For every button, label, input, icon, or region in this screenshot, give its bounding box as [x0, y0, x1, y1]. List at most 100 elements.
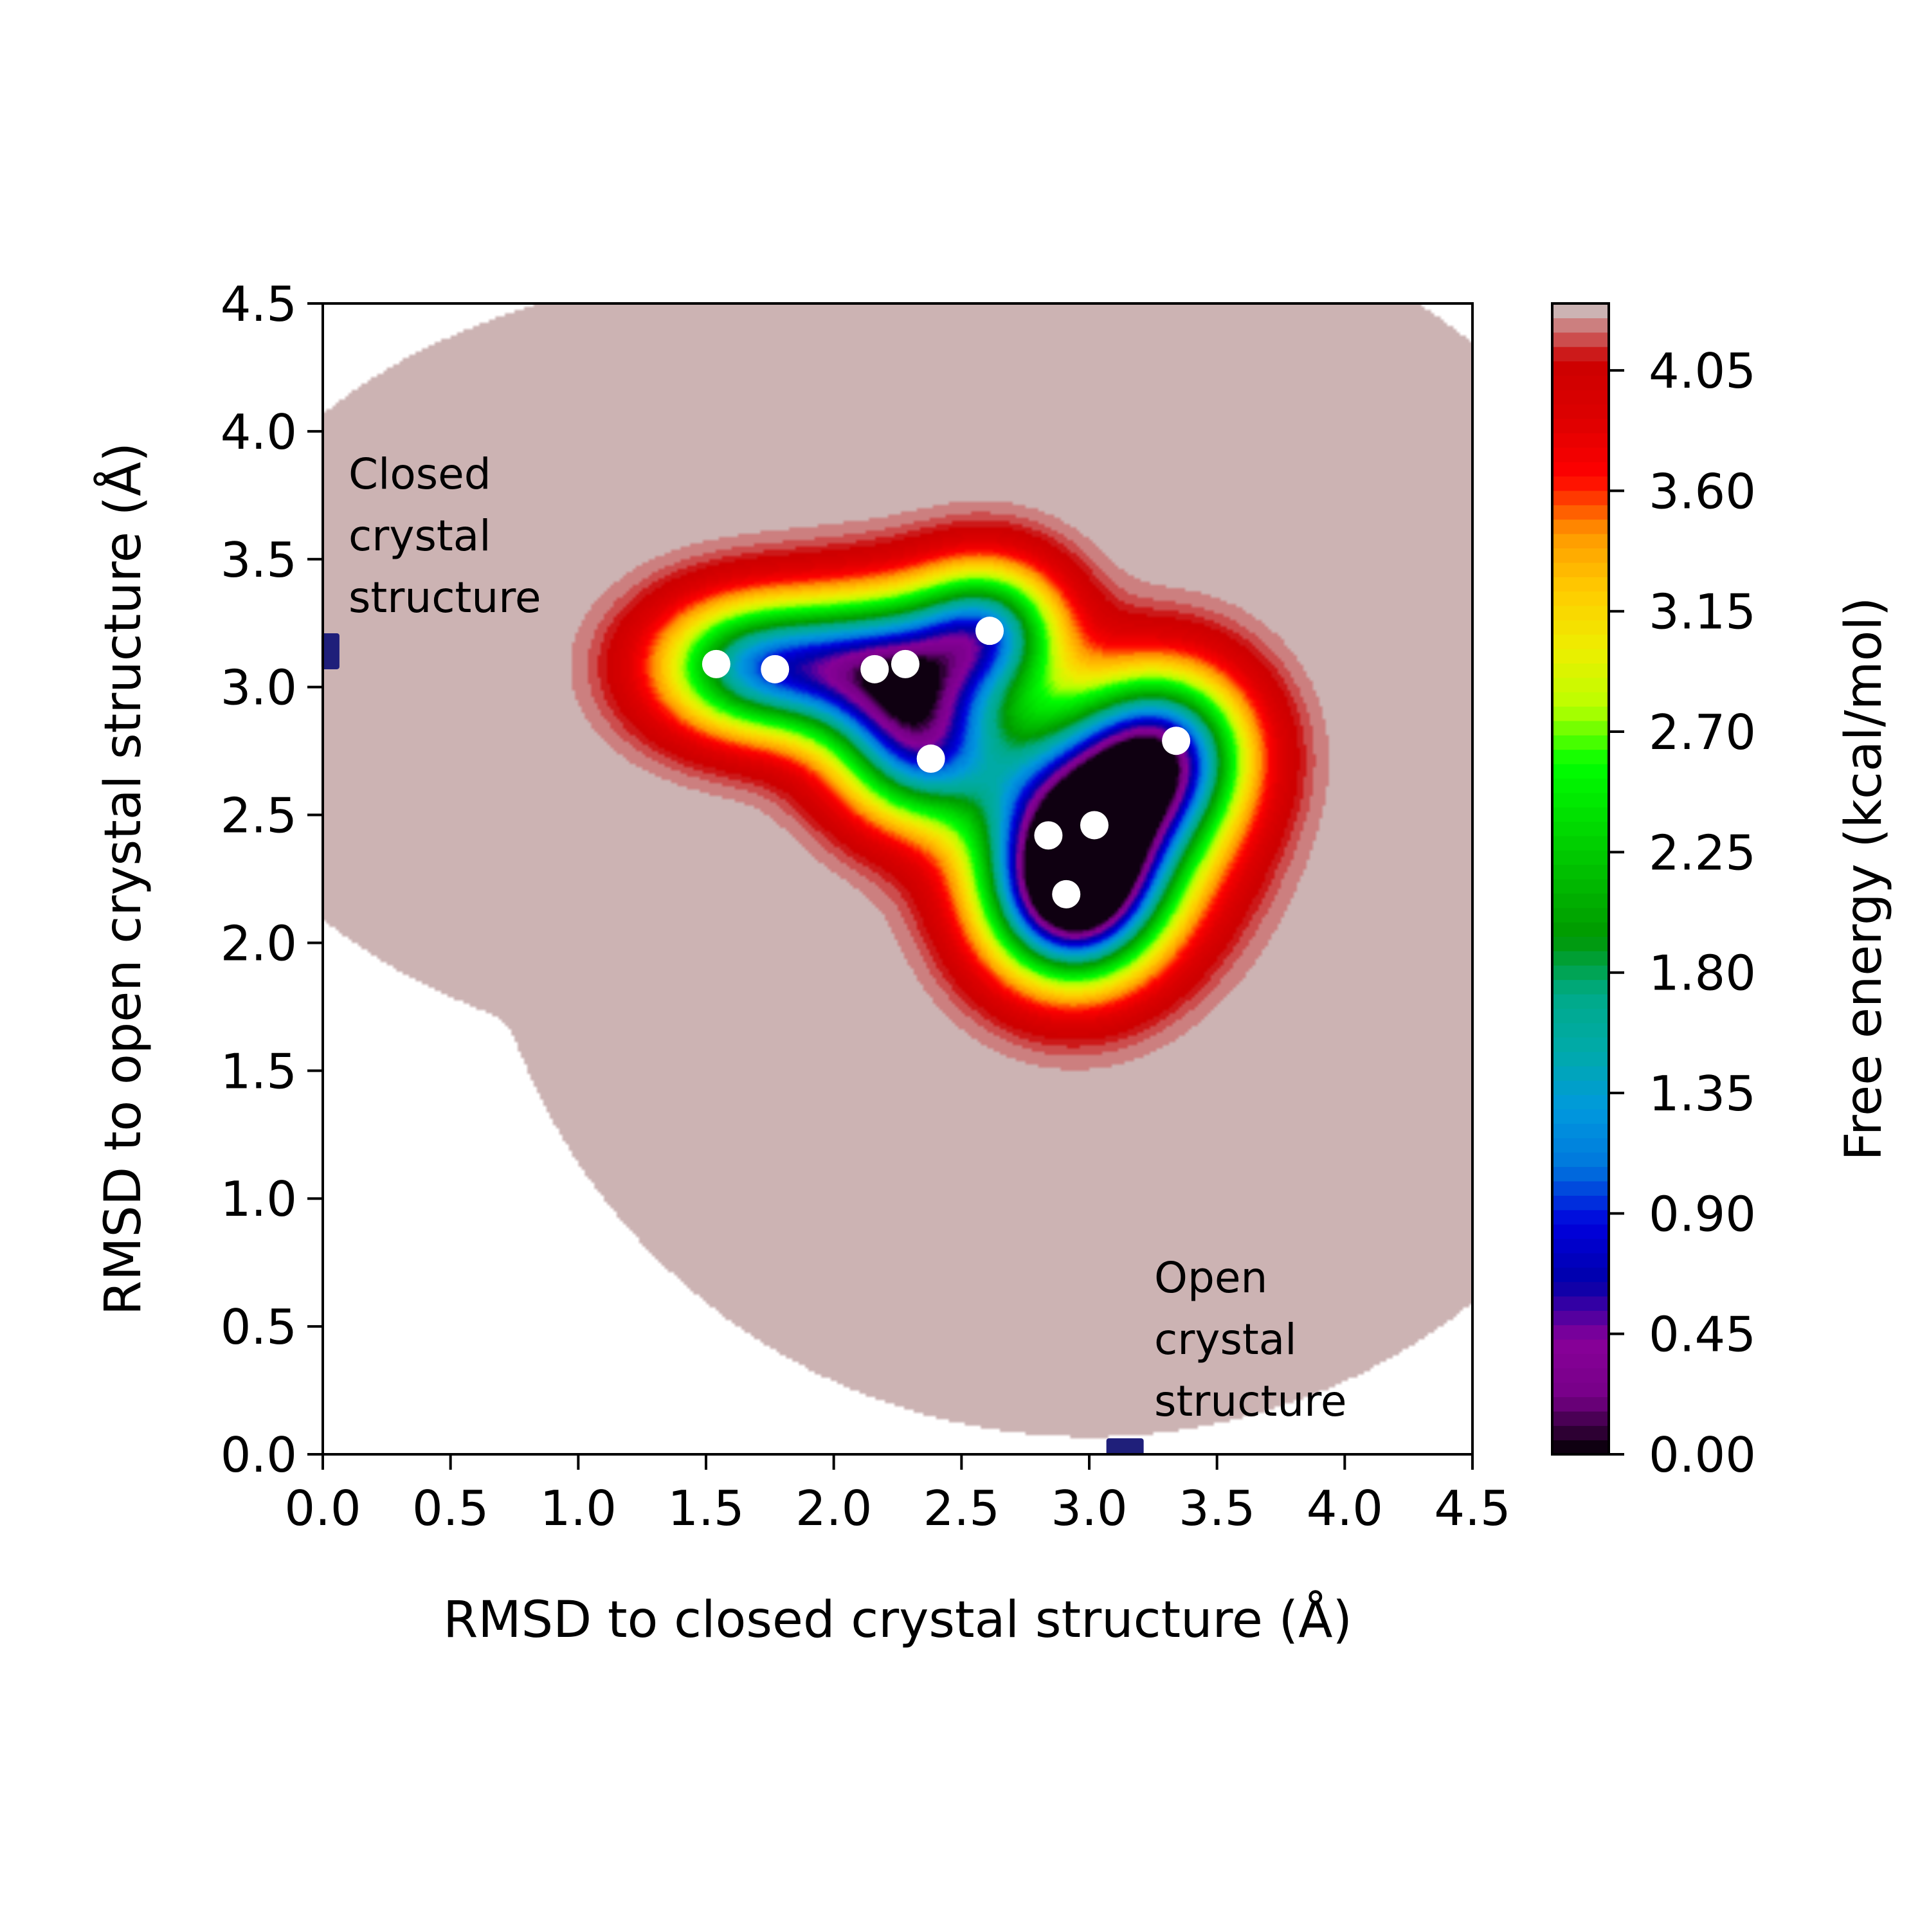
annotation-line: crystal	[1154, 1315, 1297, 1364]
colorbar-band	[1552, 706, 1609, 721]
colorbar-band	[1552, 1296, 1609, 1311]
y-tick-label: 0.0	[221, 1427, 297, 1483]
y-tick-label: 2.0	[221, 915, 297, 971]
colorbar-tick-label: 0.90	[1649, 1186, 1756, 1242]
plot-frame	[322, 302, 1474, 1456]
colorbar-band	[1552, 907, 1609, 923]
colorbar-band	[1552, 1037, 1609, 1052]
annotation-line: Closed	[349, 449, 491, 499]
colorbar-band	[1552, 591, 1609, 606]
y-axis-ticks: 0.0 0.5 1.0 1.5 2.0 2.5 3.0 3.5 4.0 4.5	[221, 276, 323, 1483]
scatter-point-7	[1034, 821, 1063, 850]
annotations: Closed crystal structure Open crystal structu…	[349, 449, 1347, 1426]
x-tick-label: 4.5	[1434, 1480, 1510, 1537]
reference-markers	[321, 633, 1144, 1456]
colorbar-band	[1552, 447, 1609, 462]
colorbar-band	[1552, 375, 1609, 390]
colorbar-band	[1552, 950, 1609, 966]
colorbar-band	[1552, 1137, 1609, 1153]
colorbar-ticks: 0.00 0.45 0.90 1.35 1.80 2.25 2.70 3.15 3.60 4.05	[1609, 343, 1756, 1483]
colorbar-band	[1552, 1166, 1609, 1182]
colorbar-band	[1552, 649, 1609, 664]
colorbar-band	[1552, 1152, 1609, 1168]
colorbar-band	[1552, 1224, 1609, 1239]
colorbar-band	[1552, 577, 1609, 592]
colorbar-band	[1552, 303, 1609, 318]
colorbar-band	[1552, 1238, 1609, 1254]
colorbar-band	[1552, 318, 1609, 333]
colorbar-band	[1552, 490, 1609, 505]
colorbar-tick-label: 4.05	[1649, 343, 1756, 399]
colorbar-band	[1552, 634, 1609, 649]
colorbar-band	[1552, 1440, 1609, 1455]
colorbar-band	[1552, 1080, 1609, 1096]
colorbar-band	[1552, 419, 1609, 433]
colorbar-band	[1552, 476, 1609, 491]
colorbar-band	[1552, 519, 1609, 534]
annotation-line: structure	[1154, 1377, 1347, 1426]
colorbar-band	[1552, 1209, 1609, 1225]
colorbar-tick-label: 0.45	[1649, 1306, 1756, 1363]
annotation-line: structure	[349, 573, 541, 622]
x-tick-label: 1.5	[667, 1480, 744, 1537]
x-axis-ticks: 0.0 0.5 1.0 1.5 2.0 2.5 3.0 3.5 4.0 4.5	[284, 1454, 1511, 1537]
colorbar-band	[1552, 879, 1609, 894]
colorbar-tick-label: 1.80	[1649, 945, 1756, 1002]
colorbar-band	[1552, 1065, 1609, 1081]
colorbar-band	[1552, 1396, 1609, 1412]
x-tick-label: 0.5	[412, 1480, 489, 1537]
colorbar-band	[1552, 505, 1609, 520]
y-tick-label: 4.5	[221, 276, 297, 332]
colorbar-title: Free energy (kcal/mol)	[1835, 597, 1893, 1161]
colorbar-band	[1552, 936, 1609, 952]
scatter-points	[702, 617, 1191, 908]
scatter-point-6	[1162, 727, 1191, 755]
colorbar-band	[1552, 620, 1609, 635]
colorbar-band	[1552, 1094, 1609, 1110]
annotation-line: crystal	[349, 511, 491, 561]
colorbar-band	[1552, 1195, 1609, 1211]
x-tick-label: 3.0	[1051, 1480, 1127, 1537]
colorbar-tick-label: 2.25	[1649, 824, 1756, 881]
colorbar-band	[1552, 433, 1609, 448]
colorbar-band	[1552, 332, 1609, 347]
colorbar	[1552, 303, 1609, 1455]
colorbar-band	[1552, 562, 1609, 577]
colorbar-band	[1552, 1425, 1609, 1441]
colorbar-band	[1552, 720, 1609, 736]
colorbar-band	[1552, 605, 1609, 620]
colorbar-band	[1552, 1109, 1609, 1124]
colorbar-band	[1552, 404, 1609, 419]
colorbar-band	[1552, 1180, 1609, 1196]
colorbar-frame	[1551, 302, 1610, 1456]
colorbar-band	[1552, 893, 1609, 908]
x-axis-title: RMSD to closed crystal structure (Å)	[443, 1590, 1352, 1649]
colorbar-band	[1552, 807, 1609, 822]
scatter-point-1	[761, 655, 790, 683]
scatter-point-0	[702, 649, 730, 678]
colorbar-band	[1552, 1267, 1609, 1283]
reference-marker-1	[1106, 1438, 1144, 1456]
colorbar-band	[1552, 735, 1609, 750]
y-tick-label: 4.0	[221, 404, 297, 460]
colorbar-band	[1552, 548, 1609, 563]
colorbar-band	[1552, 1324, 1609, 1340]
scatter-point-4	[975, 617, 1004, 646]
colorbar-band	[1552, 764, 1609, 779]
y-tick-label: 3.0	[221, 660, 297, 716]
colorbar-tick-label: 3.60	[1649, 463, 1756, 519]
annotation-line: Open	[1154, 1253, 1267, 1303]
y-tick-label: 1.0	[221, 1171, 297, 1227]
colorbar-band	[1552, 1123, 1609, 1139]
colorbar-band	[1552, 1310, 1609, 1326]
colorbar-band	[1552, 1051, 1609, 1067]
colorbar-band	[1552, 922, 1609, 937]
x-tick-label: 3.5	[1179, 1480, 1255, 1537]
x-tick-label: 1.0	[540, 1480, 617, 1537]
free-energy-surface	[323, 303, 1472, 1454]
colorbar-band	[1552, 347, 1609, 362]
scatter-point-9	[1052, 880, 1081, 908]
colorbar-band	[1552, 965, 1609, 980]
